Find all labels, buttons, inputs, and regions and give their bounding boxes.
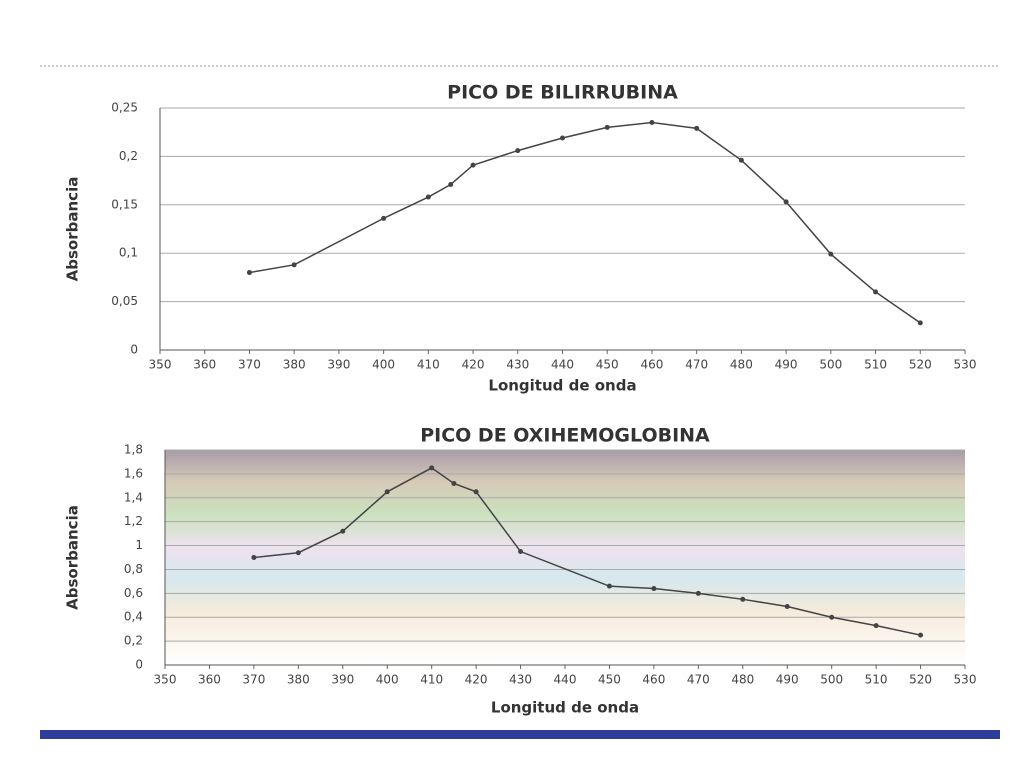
data-point: [606, 583, 612, 589]
data-point: [518, 549, 524, 555]
x-tick-label: 420: [465, 673, 488, 687]
x-tick-label: 510: [865, 673, 888, 687]
y-tick-label: 1,2: [124, 514, 143, 528]
x-tick-label: 500: [819, 358, 842, 372]
data-point: [425, 194, 431, 200]
y-tick-label: 0,6: [124, 586, 143, 600]
x-tick-label: 480: [730, 358, 753, 372]
data-point: [470, 162, 476, 168]
y-tick-label: 0,4: [124, 610, 143, 624]
x-tick-label: 470: [685, 358, 708, 372]
data-point: [451, 480, 457, 486]
x-tick-label: 350: [149, 358, 172, 372]
x-tick-label: 370: [238, 358, 261, 372]
x-tick-label: 430: [509, 673, 532, 687]
x-tick-label: 530: [954, 673, 977, 687]
plot-background: [165, 450, 965, 665]
x-tick-label: 400: [376, 673, 399, 687]
x-tick-label: 430: [506, 358, 529, 372]
y-tick-label: 0: [130, 343, 138, 357]
y-tick-label: 0,15: [111, 197, 138, 211]
x-axis-label: Longitud de onda: [491, 699, 639, 717]
data-point: [604, 124, 610, 130]
y-tick-label: 0: [135, 658, 143, 672]
x-tick-label: 530: [954, 358, 977, 372]
data-point: [873, 623, 879, 629]
data-point: [649, 120, 655, 126]
y-tick-label: 0,05: [111, 294, 138, 308]
x-tick-label: 440: [554, 673, 577, 687]
data-point: [740, 596, 746, 602]
data-point: [783, 199, 789, 205]
data-point: [448, 181, 454, 187]
y-tick-label: 0,25: [111, 101, 138, 115]
x-tick-label: 350: [154, 673, 177, 687]
x-tick-label: 420: [462, 358, 485, 372]
x-tick-label: 360: [193, 358, 216, 372]
y-tick-label: 1: [135, 538, 143, 552]
data-point: [828, 251, 834, 257]
data-point: [873, 289, 879, 295]
x-tick-label: 360: [198, 673, 221, 687]
y-tick-label: 0,2: [124, 634, 143, 648]
x-tick-label: 390: [327, 358, 350, 372]
data-point: [246, 270, 252, 276]
x-tick-label: 450: [596, 358, 619, 372]
data-point: [738, 157, 744, 163]
x-tick-label: 440: [551, 358, 574, 372]
data-point: [694, 125, 700, 131]
data-point: [515, 148, 521, 154]
data-point: [918, 632, 924, 638]
chart-title: PICO DE BILIRRUBINA: [447, 82, 678, 104]
y-tick-label: 1,6: [124, 466, 143, 480]
x-tick-label: 480: [731, 673, 754, 687]
y-tick-label: 0,8: [124, 562, 143, 576]
y-axis-label: Absorbancia: [64, 177, 82, 282]
x-tick-label: 490: [775, 358, 798, 372]
x-tick-label: 470: [687, 673, 710, 687]
data-point: [829, 614, 835, 620]
data-point: [340, 528, 346, 534]
data-line: [249, 121, 921, 324]
data-point: [251, 555, 257, 560]
data-point: [784, 603, 790, 609]
x-tick-label: 500: [820, 673, 843, 687]
y-tick-label: 0,1: [119, 246, 138, 260]
x-tick-label: 370: [242, 673, 265, 687]
x-tick-label: 460: [640, 358, 663, 372]
data-point: [291, 262, 297, 268]
x-tick-label: 400: [372, 358, 395, 372]
data-point: [560, 135, 565, 141]
x-tick-label: 380: [283, 358, 306, 372]
x-tick-label: 510: [864, 358, 887, 372]
x-tick-label: 490: [776, 673, 799, 687]
x-tick-label: 410: [417, 358, 440, 372]
y-tick-label: 1,8: [124, 443, 143, 457]
x-tick-label: 380: [287, 673, 310, 687]
data-point: [295, 550, 301, 556]
x-axis-label: Longitud de onda: [488, 377, 636, 395]
y-tick-label: 0,2: [119, 149, 138, 163]
x-tick-label: 520: [909, 673, 932, 687]
x-tick-label: 460: [642, 673, 665, 687]
x-tick-label: 520: [909, 358, 932, 372]
y-tick-label: 1,4: [124, 490, 143, 504]
bottom-bar: [40, 730, 1000, 739]
data-point: [429, 465, 435, 471]
x-tick-label: 450: [598, 673, 621, 687]
y-axis-label: Absorbancia: [64, 505, 82, 610]
data-point: [917, 320, 923, 326]
data-point: [695, 590, 701, 596]
chart-title: PICO DE OXIHEMOGLOBINA: [420, 425, 710, 447]
data-point: [473, 489, 479, 495]
data-line: [253, 467, 921, 636]
data-point: [384, 489, 390, 495]
x-tick-label: 410: [420, 673, 443, 687]
x-tick-label: 390: [331, 673, 354, 687]
data-point: [381, 215, 387, 221]
data-point: [651, 586, 657, 592]
